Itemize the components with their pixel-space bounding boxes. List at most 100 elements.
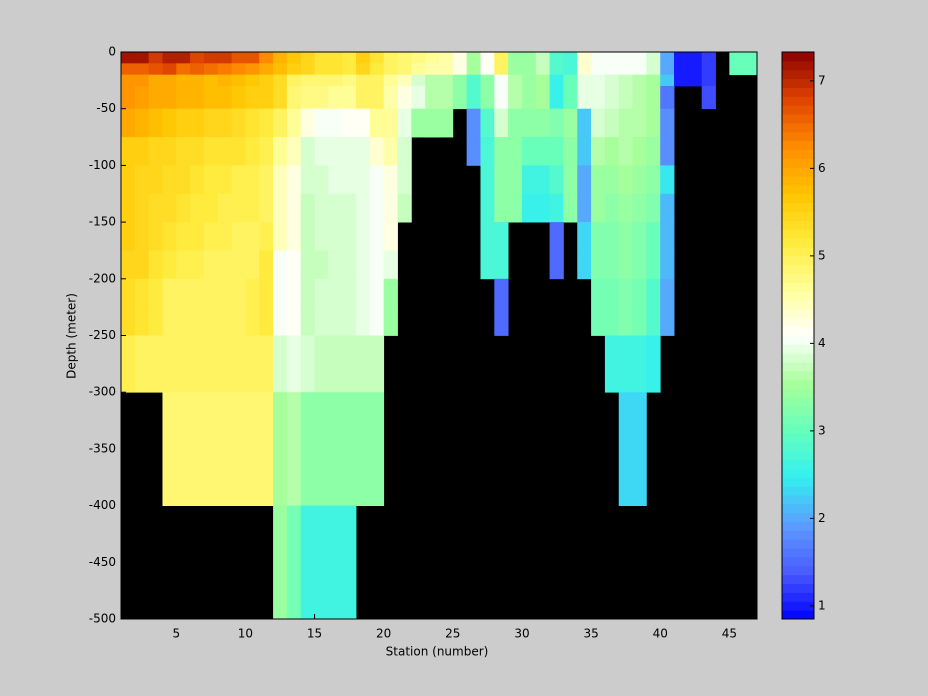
colorbar-swatch bbox=[782, 158, 814, 168]
heatmap-cell bbox=[369, 392, 385, 506]
heatmap-cell bbox=[121, 193, 136, 223]
heatmap-cell bbox=[356, 335, 371, 393]
heatmap-cell bbox=[148, 335, 163, 393]
heatmap-cell bbox=[577, 74, 592, 87]
heatmap-cell bbox=[190, 63, 205, 76]
heatmap-cell bbox=[356, 307, 371, 336]
heatmap-cell bbox=[604, 74, 620, 87]
heatmap-cell bbox=[231, 52, 246, 64]
heatmap-cell bbox=[369, 74, 385, 87]
heatmap-cell bbox=[203, 165, 219, 195]
heatmap-cell bbox=[356, 278, 371, 308]
heatmap-cell bbox=[646, 108, 661, 138]
heatmap-cell bbox=[743, 63, 758, 76]
colorbar-swatch bbox=[782, 211, 814, 221]
heatmap-cell bbox=[176, 86, 191, 110]
heatmap-cell bbox=[535, 193, 551, 223]
heatmap-cell bbox=[411, 63, 426, 76]
heatmap-cell bbox=[286, 307, 302, 336]
heatmap-cell bbox=[397, 193, 412, 223]
heatmap-cell bbox=[618, 108, 633, 138]
heatmap-cell bbox=[259, 278, 274, 308]
heatmap-cell bbox=[674, 74, 689, 87]
heatmap-cell bbox=[452, 86, 468, 110]
colorbar-swatch bbox=[782, 583, 814, 593]
heatmap-cell bbox=[273, 278, 288, 308]
heatmap-cell bbox=[577, 137, 592, 166]
heatmap-cell bbox=[549, 74, 564, 87]
heatmap-cell bbox=[148, 63, 163, 76]
colorbar-swatch bbox=[782, 122, 814, 133]
heatmap-cell bbox=[121, 86, 136, 110]
heatmap-cell bbox=[660, 165, 675, 195]
heatmap-cell bbox=[190, 52, 205, 64]
heatmap-cell bbox=[314, 505, 329, 620]
heatmap-cell bbox=[162, 52, 177, 64]
colorbar-swatch bbox=[782, 282, 814, 292]
colorbar-swatch bbox=[782, 69, 814, 80]
heatmap-cell bbox=[480, 52, 495, 64]
heatmap-cell bbox=[383, 193, 398, 223]
heatmap-cell bbox=[286, 335, 302, 393]
heatmap-cell bbox=[646, 193, 661, 223]
heatmap-cell bbox=[356, 86, 371, 110]
heatmap-cell bbox=[342, 63, 357, 76]
heatmap-cell bbox=[452, 63, 468, 76]
heatmap-cell bbox=[300, 63, 315, 76]
y-tick-label: 0 bbox=[108, 45, 116, 59]
heatmap-cell bbox=[425, 86, 440, 110]
colorbar-swatch bbox=[782, 167, 814, 177]
colorbar-swatch bbox=[782, 415, 814, 425]
heatmap-cell bbox=[646, 74, 661, 87]
heatmap-cell bbox=[148, 86, 163, 110]
heatmap-cell bbox=[563, 108, 578, 138]
heatmap-cell bbox=[425, 63, 440, 76]
colorbar-swatch bbox=[782, 592, 814, 602]
heatmap-cell bbox=[176, 250, 191, 280]
heatmap-cell bbox=[494, 86, 509, 110]
x-tick-label: 5 bbox=[172, 627, 180, 641]
colorbar-swatch bbox=[782, 468, 814, 478]
colorbar-swatch bbox=[782, 273, 814, 283]
heatmap-cell bbox=[342, 165, 357, 195]
heatmap-cell bbox=[591, 193, 606, 223]
heatmap-cell bbox=[508, 193, 523, 223]
heatmap-cell bbox=[259, 86, 274, 110]
heatmap-cell bbox=[162, 392, 177, 506]
heatmap-cell bbox=[591, 108, 606, 138]
heatmap-cell bbox=[300, 505, 315, 620]
heatmap-cell bbox=[203, 137, 219, 166]
heatmap-cell bbox=[328, 63, 343, 76]
heatmap-cell bbox=[273, 108, 288, 138]
heatmap-cell bbox=[286, 108, 302, 138]
heatmap-cell bbox=[383, 307, 398, 336]
heatmap-cell bbox=[190, 222, 205, 251]
heatmap-cell bbox=[134, 278, 150, 308]
heatmap-cell bbox=[549, 250, 564, 280]
heatmap-cell bbox=[660, 250, 675, 280]
colorbar-tick-label: 4 bbox=[818, 336, 826, 350]
heatmap-cell bbox=[203, 307, 219, 336]
heatmap-cell bbox=[369, 250, 385, 280]
heatmap-cell bbox=[494, 137, 509, 166]
heatmap-cell bbox=[176, 63, 191, 76]
colorbar-swatch bbox=[782, 388, 814, 399]
heatmap-cell bbox=[245, 108, 260, 138]
heatmap-cell bbox=[176, 165, 191, 195]
heatmap-cell bbox=[618, 74, 633, 87]
heatmap-cell bbox=[203, 63, 219, 76]
heatmap-cell bbox=[618, 52, 633, 64]
x-tick-label: 10 bbox=[238, 627, 253, 641]
heatmap-cell bbox=[591, 74, 606, 87]
heatmap-cell bbox=[203, 250, 219, 280]
heatmap-cell bbox=[632, 86, 647, 110]
heatmap-cell bbox=[356, 193, 371, 223]
colorbar-swatch bbox=[782, 432, 814, 443]
colorbar-box bbox=[781, 51, 815, 620]
colorbar-swatch bbox=[782, 246, 814, 257]
colorbar-swatch bbox=[782, 238, 814, 248]
colorbar-swatch bbox=[782, 131, 814, 142]
heatmap-cell bbox=[217, 137, 233, 166]
colorbar-swatch bbox=[782, 220, 814, 230]
heatmap-cell bbox=[563, 74, 578, 87]
